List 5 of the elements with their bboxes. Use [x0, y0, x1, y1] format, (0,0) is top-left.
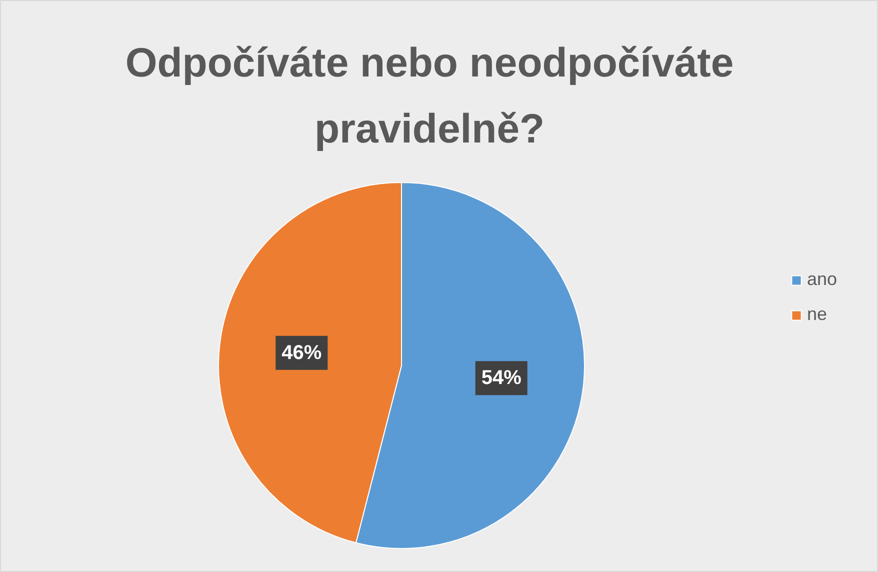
legend-label: ne [807, 304, 828, 325]
data-label: 46% [282, 342, 322, 364]
data-label: 54% [481, 367, 522, 390]
legend-label: ano [807, 269, 838, 290]
chart-title: Odpočíváte nebo neodpočíváte pravidelně? [125, 40, 734, 152]
